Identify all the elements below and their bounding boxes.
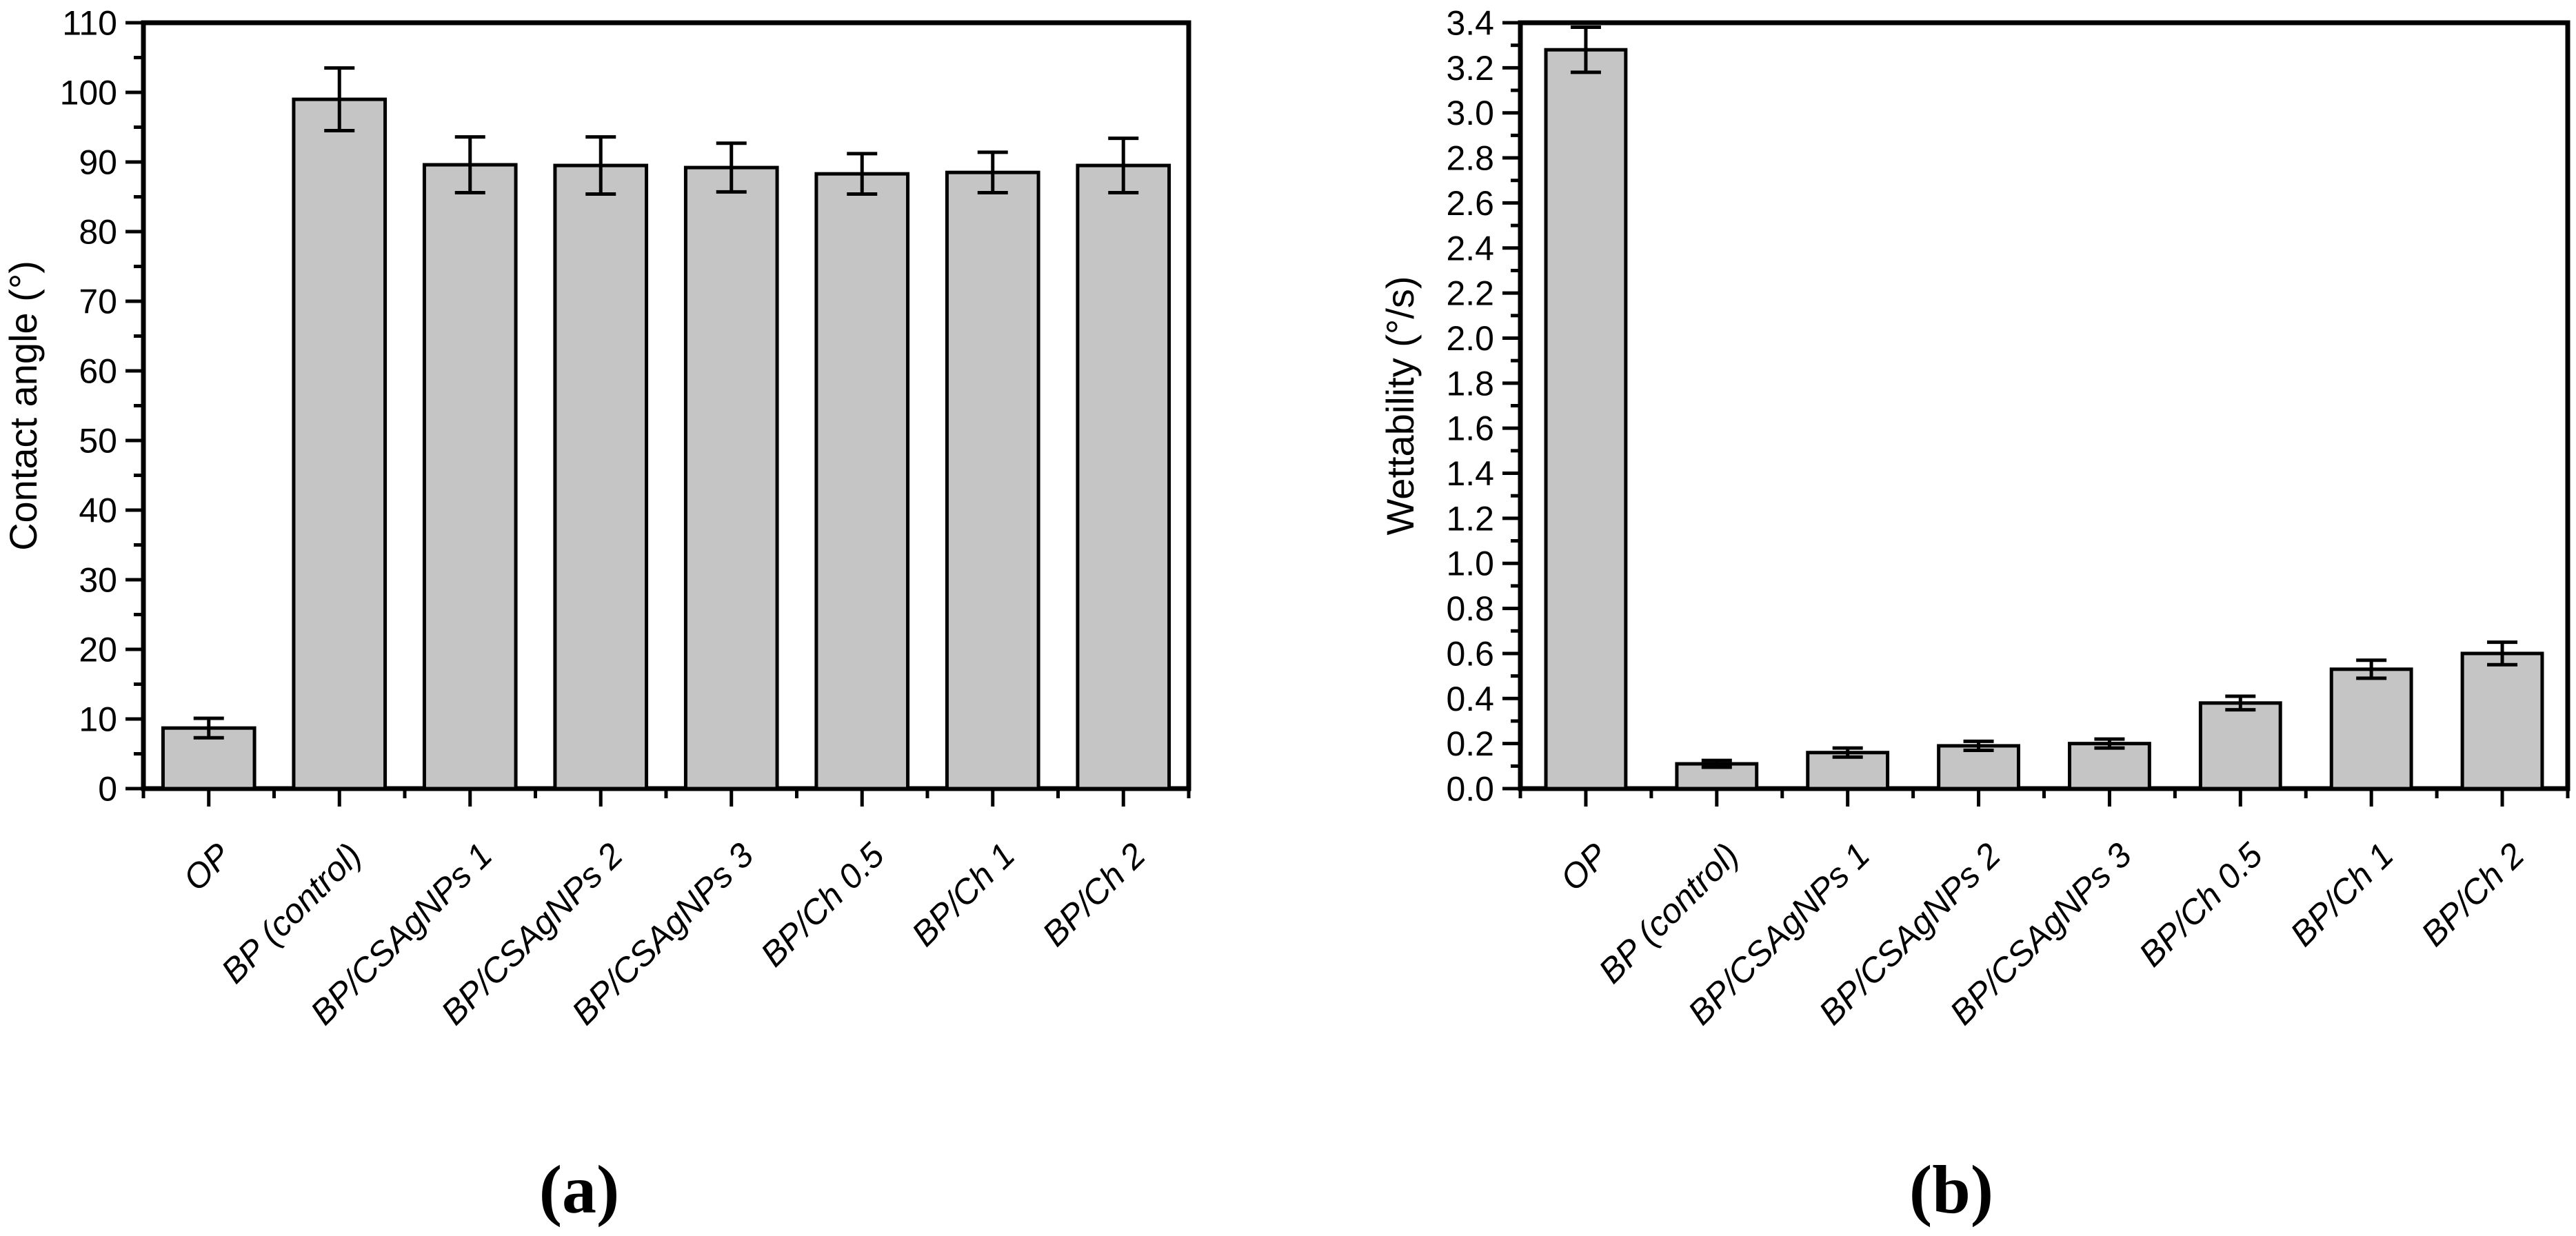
x-category-label: BP/Ch 1 (904, 835, 1022, 953)
y-tick-label: 1.6 (1446, 409, 1494, 448)
y-tick-label: 10 (79, 700, 117, 739)
panel-caption-a: (a) (539, 1151, 620, 1228)
x-category-label: BP/Ch 0.5 (753, 835, 892, 974)
y-tick-label: 2.0 (1446, 319, 1494, 358)
y-tick-label: 2.8 (1446, 139, 1494, 178)
y-axis-title: Contact angle (°) (1, 261, 45, 551)
y-tick-label: 1.8 (1446, 364, 1494, 403)
y-tick-label: 1.2 (1446, 499, 1494, 538)
x-category-label: BP/Ch 2 (2414, 835, 2532, 953)
x-category-label: BP/Ch 2 (1035, 835, 1153, 953)
bar (2329, 667, 2413, 791)
bar (2068, 742, 2151, 791)
y-tick-label: 3.0 (1446, 94, 1494, 132)
y-tick-label: 1.0 (1446, 545, 1494, 583)
y-tick-label: 70 (79, 283, 117, 321)
panel-caption-b: (b) (1909, 1151, 1994, 1228)
y-axis-title: Wettability (°/s) (1378, 276, 1422, 535)
x-category-label: BP/Ch 0.5 (2131, 835, 2270, 974)
bar (814, 172, 910, 791)
y-tick-label: 0.0 (1446, 770, 1494, 809)
bar (683, 165, 779, 791)
bar (553, 163, 649, 791)
bar (292, 97, 388, 791)
y-tick-label: 100 (60, 74, 117, 112)
bar (1076, 163, 1171, 791)
x-category-label: BP/Ch 1 (2283, 835, 2401, 953)
bar (422, 163, 518, 791)
y-tick-label: 2.4 (1446, 229, 1494, 267)
y-tick-label: 80 (79, 213, 117, 252)
y-tick-label: 1.4 (1446, 454, 1494, 493)
bar (1544, 48, 1628, 791)
y-tick-label: 0 (98, 770, 117, 809)
chart-panel-b: 0.0 0.2 0.4 0.6 0.8 1.0 1.2 1.4 1.6 1.8 2.0 2.2 2.4 2… (1378, 4, 2570, 1032)
bar (1937, 744, 2020, 791)
bar (2198, 701, 2282, 791)
y-tick-label: 0.4 (1446, 680, 1494, 718)
y-tick-label: 0.2 (1446, 725, 1494, 763)
y-tick-label: 40 (79, 492, 117, 530)
y-tick-label: 2.6 (1446, 184, 1494, 223)
y-tick-label: 3.4 (1446, 4, 1494, 43)
y-tick-label: 110 (62, 4, 117, 43)
x-category-label: OP (1553, 835, 1616, 898)
y-tick-label: 2.2 (1446, 274, 1494, 313)
y-tick-label: 90 (79, 143, 117, 182)
y-tick-label: 0.6 (1446, 634, 1494, 673)
bar (945, 170, 1040, 791)
y-tick-label: 3.2 (1446, 49, 1494, 88)
y-tick-label: 20 (79, 631, 117, 669)
y-tick-label: 50 (79, 422, 117, 460)
y-tick-label: 30 (79, 561, 117, 600)
bar (2460, 651, 2544, 791)
y-tick-label: 60 (79, 352, 117, 391)
y-tick-label: 0.8 (1446, 589, 1494, 628)
x-category-label: OP (176, 835, 239, 898)
